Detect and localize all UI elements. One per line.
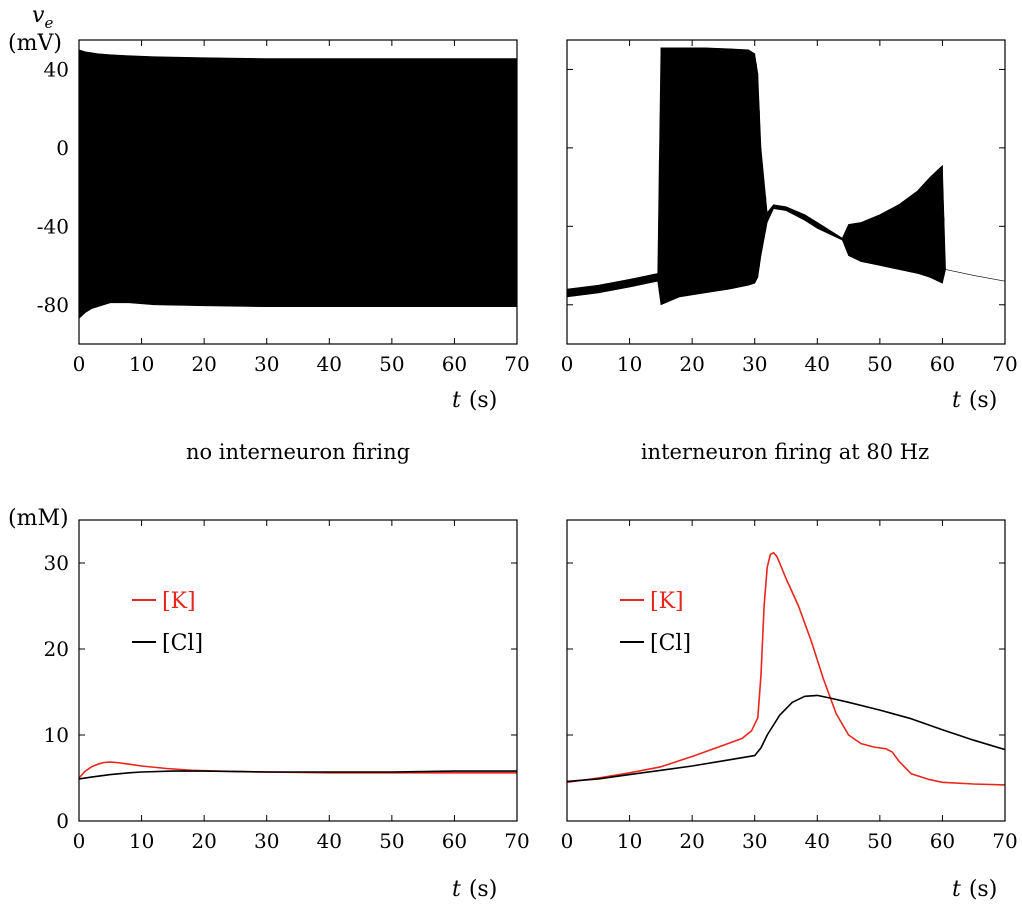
x-tick-label: 10	[617, 829, 642, 853]
x-tick-label: 0	[73, 829, 86, 853]
conc-axis-unit: (mM)	[8, 506, 69, 531]
plot-area	[79, 50, 517, 319]
panel-voltage-80hz: 0 10 20 30 40 50 60 70	[561, 40, 1018, 376]
svg-text:t(s): t (s)	[452, 877, 497, 902]
panel-ions-no-firing: 0 10 20 30 40 50 60 70 0 10 20 30 [K] [Cl]	[44, 520, 530, 853]
x-tick-label: 60	[930, 352, 955, 376]
svg-text:t(s): t (s)	[952, 388, 997, 413]
y-tick-label: 40	[44, 57, 69, 81]
x-tick-label: 10	[129, 352, 154, 376]
x-tick-label: 0	[561, 829, 574, 853]
x-tick-label: 20	[191, 829, 216, 853]
y-tick-label: 0	[56, 809, 69, 833]
x-tick-label: 40	[805, 352, 830, 376]
x-tick-label: 0	[73, 352, 86, 376]
x-tick-label: 60	[442, 352, 467, 376]
y-tick-label: 10	[44, 723, 69, 747]
time-axis-label-tl: t (s)	[452, 388, 497, 413]
x-tick-label: 70	[992, 352, 1017, 376]
legend-label: [Cl]	[650, 631, 691, 656]
x-tick-label: 40	[317, 829, 342, 853]
x-tick-label: 70	[504, 829, 529, 853]
x-tick-label: 50	[867, 829, 892, 853]
x-tick-label: 50	[379, 829, 404, 853]
x-tick-label: 70	[992, 829, 1017, 853]
series-line-k	[567, 553, 1005, 785]
y-tick-label: 30	[44, 551, 69, 575]
series-line-k	[79, 762, 517, 778]
plot-frame	[79, 520, 517, 821]
time-axis-label-tr: t (s)	[952, 388, 997, 413]
y-tick-label: -40	[37, 214, 69, 238]
x-tick-label: 30	[254, 829, 279, 853]
y-tick-label: -80	[37, 293, 69, 317]
y-tick-label: 0	[56, 136, 69, 160]
svg-text:t(s): t (s)	[452, 388, 497, 413]
x-tick-label: 10	[617, 352, 642, 376]
x-tick-label: 60	[442, 829, 467, 853]
series-line-cl	[567, 695, 1005, 781]
x-tick-label: 0	[561, 352, 574, 376]
x-tick-label: 20	[191, 352, 216, 376]
x-tick-label: 30	[742, 829, 767, 853]
svg-text:t(s): t (s)	[952, 877, 997, 902]
legend-label: [K]	[162, 589, 196, 614]
x-tick-label: 30	[254, 352, 279, 376]
x-tick-label: 20	[679, 352, 704, 376]
plot-frame	[567, 520, 1005, 821]
caption-right: interneuron firing at 80 Hz	[641, 440, 929, 464]
voltage-axis-label: ve	[32, 3, 53, 32]
x-tick-label: 40	[317, 352, 342, 376]
x-tick-label: 60	[930, 829, 955, 853]
caption-left: no interneuron firing	[186, 440, 410, 464]
x-tick-label: 20	[679, 829, 704, 853]
x-tick-label: 50	[867, 352, 892, 376]
time-axis-label-bl: t (s)	[452, 877, 497, 902]
voltage-spikes	[79, 50, 517, 319]
x-tick-label: 40	[805, 829, 830, 853]
x-tick-label: 50	[379, 352, 404, 376]
voltage-axis-unit: (mV)	[8, 31, 62, 56]
x-tick-label: 70	[504, 352, 529, 376]
x-tick-label: 10	[129, 829, 154, 853]
x-tick-label: 30	[742, 352, 767, 376]
panel-voltage-no-firing: 0 10 20 30 40 50 60 70 40 0 -40 -80	[37, 40, 530, 376]
plot-area	[567, 48, 1005, 305]
plot-area	[79, 762, 517, 779]
time-axis-label-br: t (s)	[952, 877, 997, 902]
legend-label: [K]	[650, 589, 684, 614]
panel-ions-80hz: 0 10 20 30 40 50 60 70 [K] [Cl]	[561, 520, 1018, 853]
voltage-axis-subscript: e	[44, 14, 53, 32]
y-tick-label: 20	[44, 637, 69, 661]
legend-label: [Cl]	[162, 631, 203, 656]
plot-area	[567, 553, 1005, 785]
voltage-spikes	[567, 48, 1005, 305]
